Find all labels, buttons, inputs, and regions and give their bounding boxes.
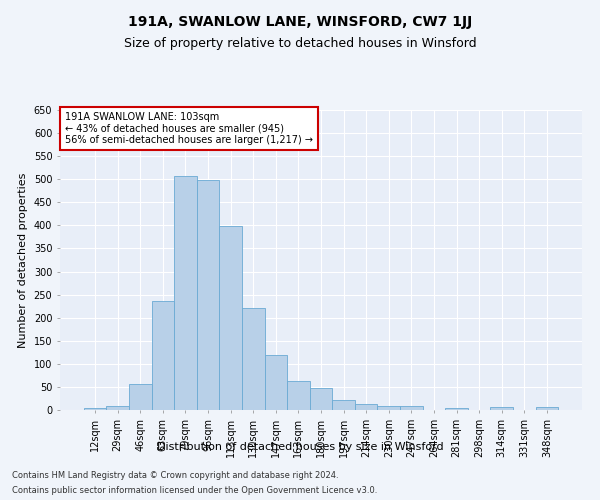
Bar — [174, 176, 197, 410]
Bar — [84, 408, 106, 410]
Y-axis label: Number of detached properties: Number of detached properties — [18, 172, 28, 348]
Bar — [332, 400, 355, 410]
Bar — [106, 406, 129, 410]
Bar — [197, 180, 220, 410]
Text: Contains public sector information licensed under the Open Government Licence v3: Contains public sector information licen… — [12, 486, 377, 495]
Bar — [152, 300, 174, 410]
Text: Distribution of detached houses by size in Winsford: Distribution of detached houses by size … — [157, 442, 443, 452]
Bar — [129, 384, 152, 410]
Bar — [377, 406, 400, 410]
Bar — [445, 408, 468, 410]
Bar — [220, 226, 242, 410]
Bar — [400, 406, 422, 410]
Text: Size of property relative to detached houses in Winsford: Size of property relative to detached ho… — [124, 38, 476, 51]
Bar — [355, 404, 377, 410]
Bar — [287, 382, 310, 410]
Bar — [310, 388, 332, 410]
Text: Contains HM Land Registry data © Crown copyright and database right 2024.: Contains HM Land Registry data © Crown c… — [12, 471, 338, 480]
Text: 191A SWANLOW LANE: 103sqm
← 43% of detached houses are smaller (945)
56% of semi: 191A SWANLOW LANE: 103sqm ← 43% of detac… — [65, 112, 313, 144]
Bar — [536, 407, 558, 410]
Bar — [265, 354, 287, 410]
Text: 191A, SWANLOW LANE, WINSFORD, CW7 1JJ: 191A, SWANLOW LANE, WINSFORD, CW7 1JJ — [128, 15, 472, 29]
Bar — [490, 407, 513, 410]
Bar — [242, 308, 265, 410]
